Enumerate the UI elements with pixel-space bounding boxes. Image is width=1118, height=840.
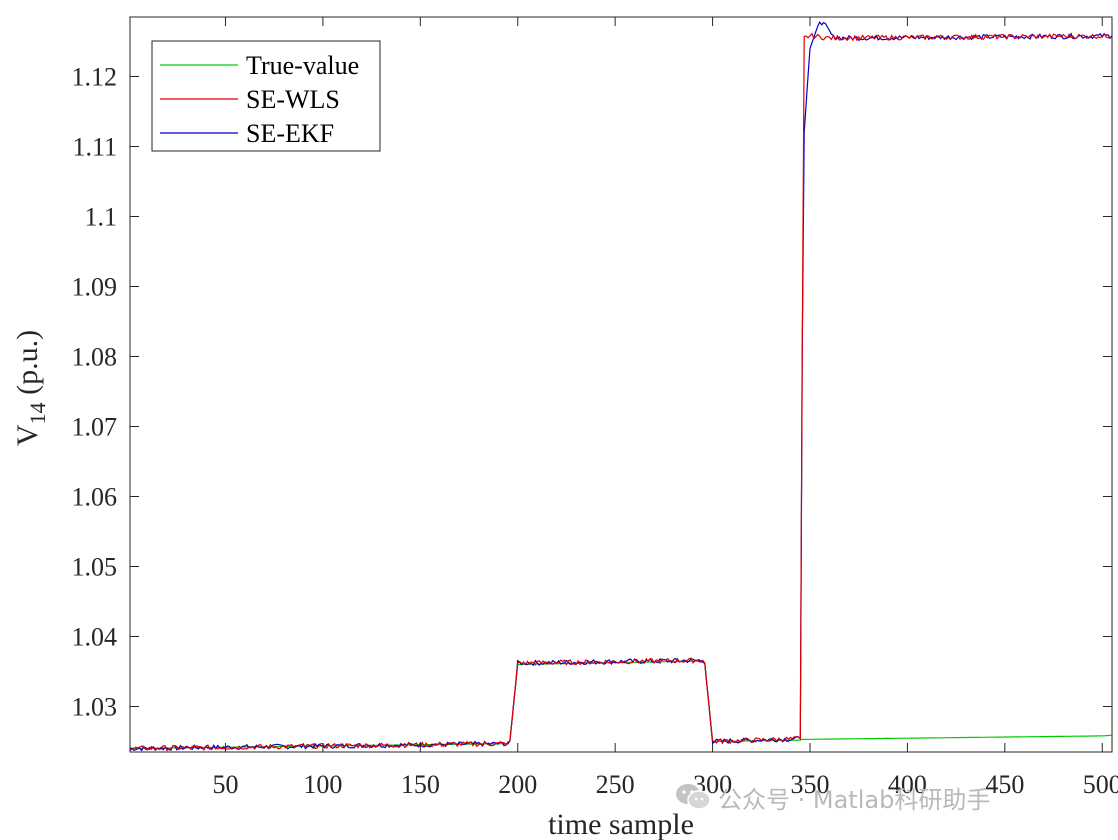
- y-tick-label: 1.11: [72, 133, 117, 162]
- x-tick-label: 50: [212, 770, 238, 799]
- y-tick-label: 1.03: [72, 693, 118, 722]
- legend-label-se-ekf: SE-EKF: [246, 119, 334, 148]
- tick-layer: 50 100 150 200 250 300 350 400 450 5001.031.041.0…: [72, 17, 1118, 799]
- y-tick-label: 1.12: [72, 63, 118, 92]
- y-axis-label: V14 (p.u.): [11, 330, 50, 446]
- x-tick-label: 100: [303, 770, 342, 799]
- legend: True-value SE-WLS SE-EKF: [151, 40, 381, 152]
- legend-label-se-wls: SE-WLS: [246, 85, 340, 114]
- x-tick-label: 200: [498, 770, 537, 799]
- series-layer: [129, 20, 1113, 752]
- legend-label-true-value: True-value: [246, 51, 359, 80]
- x-tick-label: 350: [790, 770, 829, 799]
- y-tick-label: 1.09: [72, 273, 118, 302]
- series-line-se-wls: [129, 32, 1113, 752]
- axes-box: [129, 16, 1113, 753]
- y-axis-label-subscript: 14: [25, 402, 50, 424]
- wechat-icon: [674, 782, 712, 812]
- watermark-text: 公众号 · Matlab科研助手: [718, 785, 991, 814]
- y-tick-label: 1.06: [72, 483, 118, 512]
- y-tick-label: 1.05: [72, 553, 118, 582]
- y-tick-label: 1.07: [72, 413, 118, 442]
- watermark: 公众号 · Matlab科研助手: [674, 780, 990, 814]
- y-tick-label: 1.08: [72, 343, 118, 372]
- x-tick-label: 150: [401, 770, 440, 799]
- x-tick-label: 450: [985, 770, 1024, 799]
- y-tick-label: 1.04: [72, 623, 118, 652]
- x-tick-label: 250: [596, 770, 635, 799]
- x-tick-label: 400: [888, 770, 927, 799]
- y-axis-label-main: V: [11, 424, 44, 446]
- x-axis-label: time sample: [548, 808, 694, 840]
- x-tick-label: 500: [1083, 770, 1118, 799]
- y-axis-label-suffix: (p.u.): [11, 330, 44, 402]
- y-tick-label: 1.1: [85, 203, 118, 232]
